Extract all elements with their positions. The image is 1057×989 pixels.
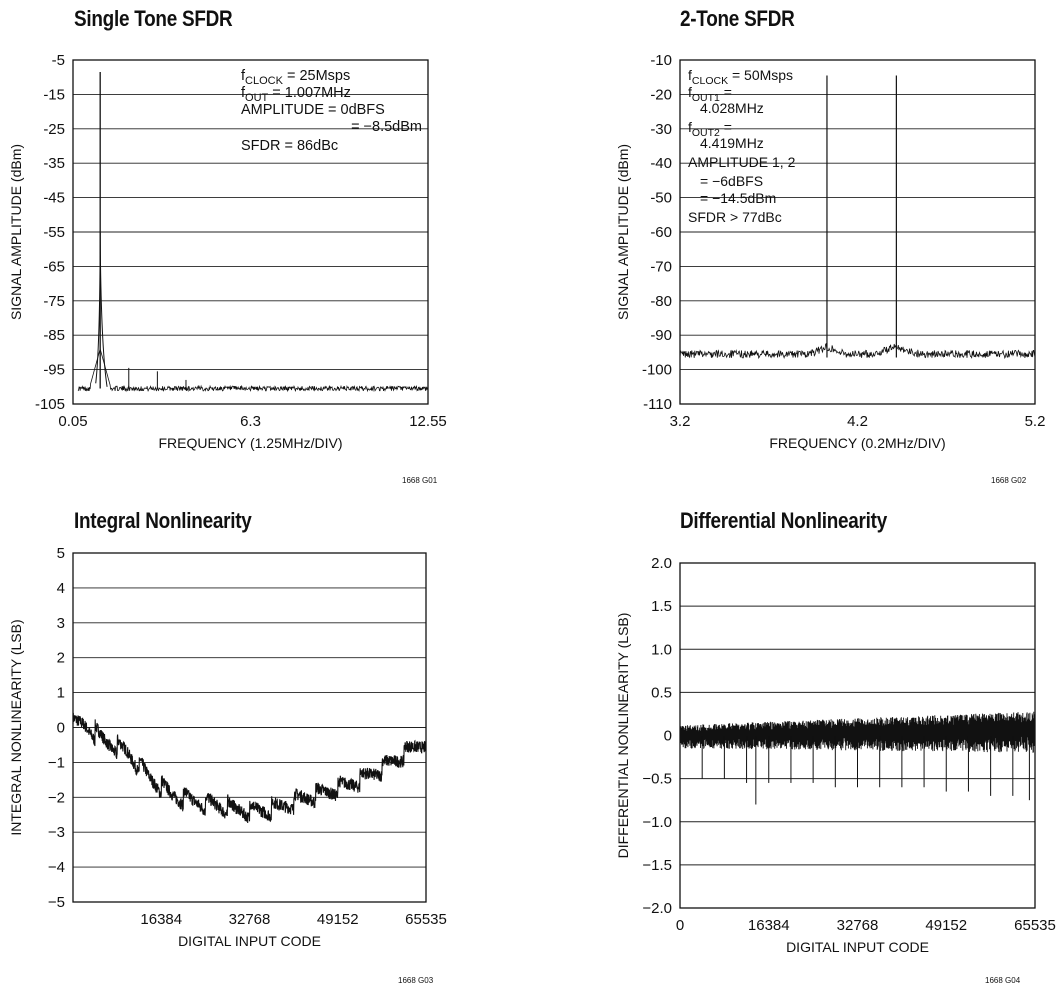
y-tick-label: -110: [643, 396, 672, 413]
annotation-fout2-value: 4.419MHz: [700, 135, 764, 151]
y-tick-label: -65: [43, 258, 65, 275]
chart-title-two-tone: 2-Tone SFDR: [680, 6, 795, 31]
y-tick-label: −2: [48, 789, 65, 806]
inl-trace: [72, 712, 427, 824]
y-axis-label: SIGNAL AMPLITUDE (dBm): [615, 144, 631, 320]
y-tick-label: 1.5: [651, 598, 672, 615]
x-tick-label: 32768: [229, 911, 271, 928]
y-tick-label: 0.5: [651, 684, 672, 701]
y-tick-label: −0.5: [642, 771, 672, 788]
chart-title-single-tone: Single Tone SFDR: [74, 6, 233, 31]
integral-nonlinearity-chart: 5 4 3 2 1 0 −1 −2 −3 −4 −5 INTEGRAL NONLINEARITY (L…: [8, 545, 447, 949]
y-tick-label: -30: [650, 121, 672, 138]
x-tick-label: 65535: [405, 911, 447, 928]
y-tick-label: -100: [642, 362, 672, 379]
y-tick-label: −1: [48, 754, 65, 771]
peak-skirt: [95, 231, 108, 387]
spectrum-trace: [679, 342, 1036, 359]
x-axis-label: FREQUENCY (1.25MHz/DIV): [158, 435, 342, 451]
y-tick-label: −1.0: [642, 814, 672, 831]
x-tick-label: 16384: [748, 917, 790, 934]
annotation-sfdr: SFDR = 86dBc: [241, 138, 338, 154]
x-tick-label: 49152: [925, 917, 967, 934]
y-tick-label: 2.0: [651, 555, 672, 572]
y-tick-label: 4: [57, 580, 65, 597]
y-tick-label: -5: [52, 52, 65, 69]
y-axis-label: DIFFERENTIAL NONLINEARITY (LSB): [615, 613, 631, 859]
annotation-fout1-value: 4.028MHz: [700, 100, 764, 116]
y-tick-label: -70: [650, 258, 672, 275]
annotation-dbfs: = −6dBFS: [700, 173, 763, 189]
y-tick-label: −2.0: [642, 900, 672, 917]
chart-title-dnl: Differential Nonlinearity: [680, 508, 887, 533]
x-axis-label: DIGITAL INPUT CODE: [786, 939, 929, 955]
y-tick-label: -60: [650, 224, 672, 241]
y-tick-label: 5: [57, 545, 65, 562]
x-axis-label: FREQUENCY (0.2MHz/DIV): [769, 435, 945, 451]
figure-code: 1668 G02: [991, 476, 1027, 485]
x-tick-label: 4.2: [847, 413, 868, 430]
x-tick-label: 0.05: [58, 413, 87, 430]
chart-title-inl: Integral Nonlinearity: [74, 508, 252, 533]
y-tick-label: -75: [43, 293, 65, 310]
annotation-fout: fOUT = 1.007MHz: [241, 85, 351, 104]
y-tick-label: 2: [57, 650, 65, 667]
y-tick-label: -50: [650, 190, 672, 207]
y-tick-label: -45: [43, 190, 65, 207]
y-tick-label: -105: [35, 396, 65, 413]
figure-code: 1668 G01: [402, 476, 438, 485]
x-tick-label: 5.2: [1025, 413, 1046, 430]
y-tick-label: −3: [48, 824, 65, 841]
y-tick-label: -85: [43, 327, 65, 344]
x-tick-label: 12.55: [409, 413, 447, 430]
y-tick-label: -20: [650, 86, 672, 103]
x-tick-label: 6.3: [240, 413, 261, 430]
x-tick-label: 0: [676, 917, 684, 934]
single-tone-sfdr-chart: -5 -15 -25 -35 -45 -55 -65 -75 -85 -95 -105 SIGNAL …: [8, 52, 447, 451]
differential-nonlinearity-chart: 2.0 1.5 1.0 0.5 0 −0.5 −1.0 −1.5 −2.0 DIFFERENTIA…: [615, 555, 1056, 955]
two-tone-sfdr-chart: -10 -20 -30 -40 -50 -60 -70 -80 -90 -100 -110 SIGNA…: [615, 52, 1046, 451]
y-tick-label: -25: [43, 121, 65, 138]
plot-frame: [72, 552, 427, 903]
y-tick-label: -10: [650, 52, 672, 69]
annotation-dbm: = −14.5dBm: [700, 190, 776, 206]
dnl-band: [679, 711, 1036, 753]
figure-code: 1668 G03: [398, 976, 434, 985]
y-tick-label: 0: [664, 728, 672, 745]
x-tick-label: 16384: [140, 911, 182, 928]
y-tick-label: -95: [43, 362, 65, 379]
y-tick-label: -40: [650, 155, 672, 172]
y-tick-label: -90: [650, 327, 672, 344]
annotation-amplitude-dbm: = −8.5dBm: [351, 119, 422, 135]
y-tick-label: -55: [43, 224, 65, 241]
x-tick-label: 49152: [317, 911, 359, 928]
plot-frame: [679, 59, 1036, 405]
x-axis-label: DIGITAL INPUT CODE: [178, 933, 321, 949]
y-tick-label: 1.0: [651, 641, 672, 658]
y-tick-label: 1: [57, 685, 65, 702]
y-axis-label: SIGNAL AMPLITUDE (dBm): [8, 144, 24, 320]
y-tick-label: −1.5: [642, 857, 672, 874]
annotation-sfdr: SFDR > 77dBc: [688, 209, 782, 225]
annotation-amplitude: AMPLITUDE 1, 2: [688, 154, 796, 170]
y-tick-label: -35: [43, 155, 65, 172]
y-tick-label: −4: [48, 859, 65, 876]
y-tick-label: −5: [48, 894, 65, 911]
plot-frame: [72, 59, 429, 405]
x-tick-label: 3.2: [670, 413, 691, 430]
spectrum-trace: [77, 347, 429, 393]
figure-code: 1668 G04: [985, 976, 1021, 985]
x-tick-label: 65535: [1014, 917, 1056, 934]
y-tick-label: -80: [650, 293, 672, 310]
x-tick-label: 32768: [837, 917, 879, 934]
annotation-amplitude: AMPLITUDE = 0dBFS: [241, 102, 385, 118]
y-tick-label: 0: [57, 720, 65, 737]
annotation-fclock: fCLOCK = 50Msps: [688, 67, 793, 87]
y-tick-label: 3: [57, 615, 65, 632]
y-axis-label: INTEGRAL NONLINEARITY (LSB): [8, 619, 24, 835]
y-tick-label: -15: [43, 86, 65, 103]
